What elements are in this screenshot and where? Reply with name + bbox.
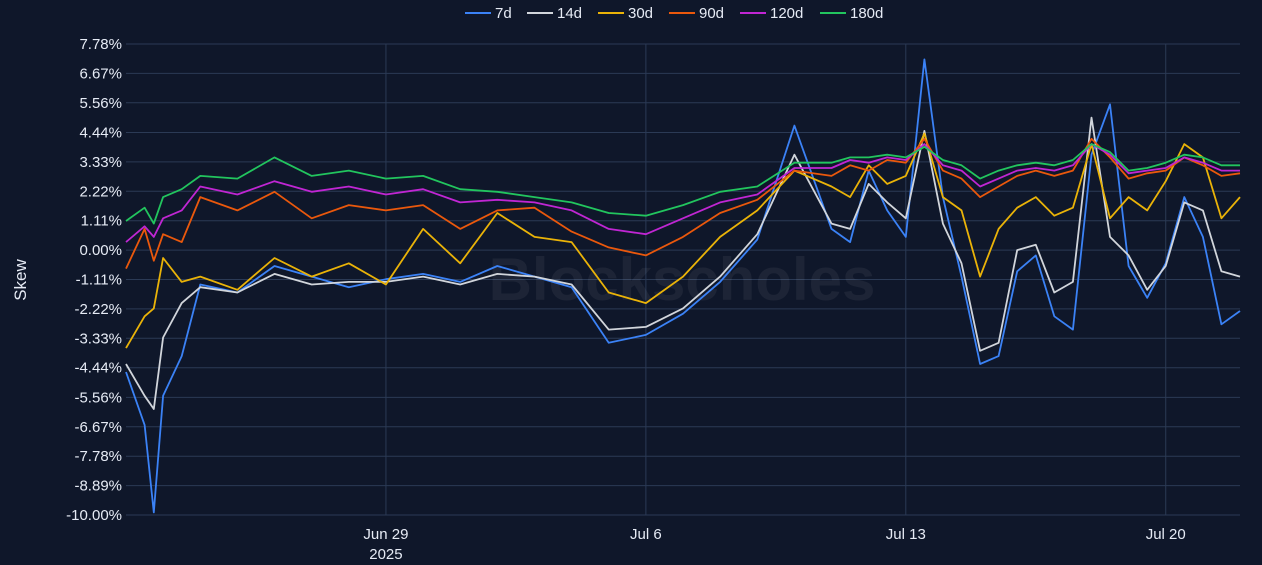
y-tick-label: -2.22%: [74, 301, 122, 318]
series-line-7d: [125, 58, 1241, 514]
legend-label-14d[interactable]: 14d: [557, 5, 582, 22]
y-tick-label: -6.67%: [74, 419, 122, 436]
legend-label-30d[interactable]: 30d: [628, 5, 653, 22]
y-tick-label: 3.33%: [79, 154, 122, 171]
y-tick-label: -1.11%: [76, 272, 122, 289]
legend-label-180d[interactable]: 180d: [850, 5, 883, 22]
y-tick-label: 0.00%: [79, 242, 122, 259]
series-line-120d: [125, 143, 1240, 243]
y-tick-label: -7.78%: [74, 448, 122, 465]
y-tick-label: 2.22%: [79, 183, 122, 200]
chart-legend: 7d 14d 30d 90d 120d 180d: [465, 5, 883, 22]
y-tick-label: -5.56%: [74, 389, 122, 406]
y-axis-title: Skew: [11, 258, 30, 300]
watermark-text: Blockscholes: [489, 246, 876, 313]
x-tick-year-label: 2025: [369, 546, 402, 560]
series-line-30d: [125, 132, 1241, 349]
y-tick-label: 6.67%: [79, 65, 122, 82]
y-tick-label: -4.44%: [74, 360, 122, 377]
legend-label-90d[interactable]: 90d: [699, 5, 724, 22]
legend-label-120d[interactable]: 120d: [770, 5, 803, 22]
y-tick-label: 1.11%: [81, 213, 122, 230]
x-tick-label: Jun 29: [363, 526, 408, 543]
y-tick-label: -10.00%: [66, 507, 122, 524]
legend-label-7d[interactable]: 7d: [495, 5, 512, 22]
x-tick-label: Jul 6: [630, 526, 662, 543]
x-tick-label: Jul 20: [1146, 526, 1186, 543]
y-tick-label: 4.44%: [79, 124, 122, 141]
x-axis-ticks: Jun 29 2025 Jul 6 Jul 13 Jul 20: [363, 526, 1186, 563]
y-tick-label: -3.33%: [74, 330, 122, 347]
y-tick-label: -8.89%: [74, 478, 122, 495]
x-tick-label: Jul 13: [886, 526, 926, 543]
y-axis-ticks: 7.78% 6.67% 5.56% 4.44% 3.33% 2.22% 1.11% 0.00%…: [66, 36, 122, 524]
series-lines: [125, 58, 1241, 514]
y-tick-label: 7.78%: [79, 36, 122, 53]
series-line-180d: [125, 143, 1240, 225]
y-tick-label: 5.56%: [79, 95, 122, 112]
